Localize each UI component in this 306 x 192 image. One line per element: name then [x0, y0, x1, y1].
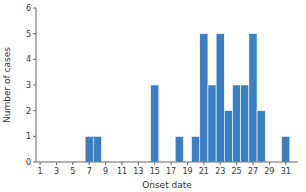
- x-tick: [56, 162, 57, 165]
- bar: [282, 136, 290, 162]
- y-tick: [33, 162, 36, 163]
- y-tick-label: 6: [26, 4, 31, 13]
- bar: [208, 85, 216, 162]
- page: {"chart_data": {"type": "bar", "x": [7, …: [0, 0, 306, 192]
- chart: 1357911131517192123252729310123456Onset …: [0, 0, 306, 192]
- y-tick-label: 1: [26, 132, 31, 141]
- bar: [257, 111, 265, 162]
- x-tick: [187, 162, 188, 165]
- y-tick: [33, 85, 36, 86]
- x-tick-label: 7: [87, 167, 92, 176]
- x-tick-label: 27: [248, 167, 258, 176]
- x-axis-label: Onset date: [142, 180, 192, 190]
- y-tick: [33, 8, 36, 9]
- x-tick-label: 19: [182, 167, 192, 176]
- x-tick: [171, 162, 172, 165]
- x-tick-label: 23: [215, 167, 225, 176]
- bar: [175, 136, 183, 162]
- x-tick-label: 5: [70, 167, 75, 176]
- bar: [200, 34, 208, 162]
- x-tick: [252, 162, 253, 165]
- y-tick-label: 4: [26, 55, 31, 64]
- x-tick-label: 25: [232, 167, 242, 176]
- x-tick: [72, 162, 73, 165]
- x-tick: [121, 162, 122, 165]
- y-tick: [33, 59, 36, 60]
- bar: [151, 85, 159, 162]
- y-tick-label: 0: [26, 158, 31, 167]
- bar: [249, 34, 257, 162]
- x-tick: [40, 162, 41, 165]
- bar: [85, 136, 93, 162]
- bar: [216, 34, 224, 162]
- y-tick: [33, 110, 36, 111]
- x-tick: [269, 162, 270, 165]
- bar: [93, 136, 101, 162]
- x-tick-label: 21: [199, 167, 209, 176]
- x-tick: [105, 162, 106, 165]
- x-tick-label: 15: [150, 167, 160, 176]
- bar: [224, 111, 232, 162]
- x-tick: [89, 162, 90, 165]
- y-tick-label: 3: [26, 81, 31, 90]
- y-axis-label: Number of cases: [2, 47, 12, 123]
- y-tick-label: 2: [26, 107, 31, 116]
- chart-container: 1357911131517192123252729310123456Onset …: [0, 0, 306, 192]
- x-tick-label: 1: [38, 167, 43, 176]
- x-tick: [138, 162, 139, 165]
- x-tick-label: 3: [54, 167, 59, 176]
- x-tick-label: 31: [281, 167, 291, 176]
- x-tick-label: 17: [166, 167, 176, 176]
- x-tick: [220, 162, 221, 165]
- bars: [85, 34, 290, 162]
- x-tick-label: 11: [117, 167, 127, 176]
- axes: 1357911131517192123252729310123456: [26, 4, 298, 176]
- y-tick: [33, 136, 36, 137]
- x-tick: [203, 162, 204, 165]
- x-tick: [154, 162, 155, 165]
- y-tick: [33, 33, 36, 34]
- x-axis-line: [36, 162, 298, 163]
- x-tick-label: 13: [133, 167, 143, 176]
- x-tick-label: 29: [264, 167, 274, 176]
- bar: [233, 85, 241, 162]
- x-tick-label: 9: [103, 167, 108, 176]
- x-tick: [285, 162, 286, 165]
- y-tick-label: 5: [26, 30, 31, 39]
- bar: [192, 136, 200, 162]
- x-tick: [236, 162, 237, 165]
- bar: [241, 85, 249, 162]
